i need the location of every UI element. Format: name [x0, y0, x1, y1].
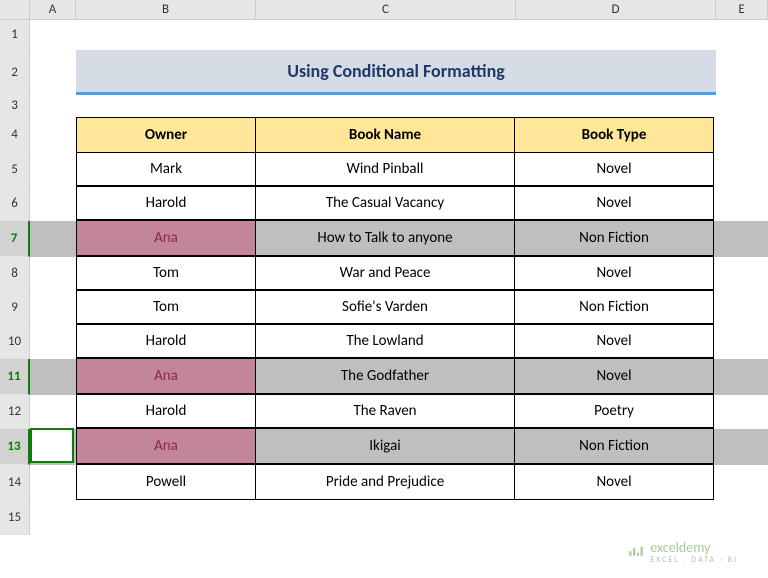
table-row-cell-2[interactable]: Novel [514, 186, 714, 220]
table-row-cell-2[interactable]: Non Fiction [514, 290, 714, 324]
table-row-cell-1[interactable]: The Casual Vacancy [255, 186, 515, 220]
table-row-cell-0[interactable]: Powell [76, 464, 256, 500]
table-row-cell-2[interactable]: Poetry [514, 394, 714, 428]
table-row-cell-2[interactable]: Novel [514, 152, 714, 186]
table-row: AnaHow to Talk to anyoneNon Fiction [76, 221, 716, 257]
table-row-cell-0[interactable]: Ana [76, 358, 256, 394]
table-row-cell-1[interactable]: Pride and Prejudice [255, 464, 515, 500]
table-row-cell-0[interactable]: Harold [76, 186, 256, 220]
row-header-14[interactable]: 14 [0, 465, 30, 501]
table-row-cell-1[interactable]: How to Talk to anyone [255, 220, 515, 256]
column-header-A[interactable]: A [30, 0, 76, 19]
table-row-cell-1[interactable]: War and Peace [255, 256, 515, 290]
row-header-8[interactable]: 8 [0, 257, 30, 291]
table-row-cell-0[interactable]: Harold [76, 394, 256, 428]
row-header-12[interactable]: 12 [0, 395, 30, 429]
table-row: TomWar and PeaceNovel [76, 257, 716, 291]
table-row: AnaIkigaiNon Fiction [76, 429, 716, 465]
table-row: HaroldThe LowlandNovel [76, 325, 716, 359]
table-row-cell-0[interactable]: Tom [76, 290, 256, 324]
row-header-2[interactable]: 2 [0, 50, 30, 95]
page-title: Using Conditional Formatting [76, 50, 716, 95]
row-header-9[interactable]: 9 [0, 291, 30, 325]
row-header-10[interactable]: 10 [0, 325, 30, 359]
table-row: MarkWind PinballNovel [76, 153, 716, 187]
table-row-cell-0[interactable]: Tom [76, 256, 256, 290]
table-row-cell-1[interactable]: Ikigai [255, 428, 515, 464]
select-all-corner[interactable] [0, 0, 30, 20]
column-header-E[interactable]: E [716, 0, 768, 19]
table-row: HaroldThe Casual VacancyNovel [76, 187, 716, 221]
row-header-3[interactable]: 3 [0, 95, 30, 117]
table-row: HaroldThe RavenPoetry [76, 395, 716, 429]
row-header-6[interactable]: 6 [0, 187, 30, 221]
grid-area: Using Conditional Formatting OwnerBook Na… [30, 20, 768, 578]
row-headers: 123456789101112131415 [0, 20, 30, 535]
column-header-C[interactable]: C [256, 0, 516, 19]
spreadsheet: ABCDE 123456789101112131415 Using Condit… [0, 0, 768, 578]
table-row-cell-1[interactable]: Sofie's Varden [255, 290, 515, 324]
data-table: OwnerBook NameBook TypeMarkWind PinballN… [76, 117, 716, 501]
table-row-cell-0[interactable]: Mark [76, 152, 256, 186]
table-row: PowellPride and PrejudiceNovel [76, 465, 716, 501]
watermark-brand: exceldemy [650, 539, 710, 556]
row-header-15[interactable]: 15 [0, 501, 30, 535]
row-header-11[interactable]: 11 [0, 359, 30, 395]
column-header-D[interactable]: D [516, 0, 716, 19]
table-row-cell-2[interactable]: Non Fiction [514, 220, 714, 256]
column-header-B[interactable]: B [76, 0, 256, 19]
chart-icon [627, 543, 645, 561]
table-row: AnaThe GodfatherNovel [76, 359, 716, 395]
table-header-cell-2[interactable]: Book Type [514, 117, 714, 153]
table-row-cell-2[interactable]: Novel [514, 256, 714, 290]
table-row-cell-1[interactable]: The Godfather [255, 358, 515, 394]
table-row-cell-2[interactable]: Non Fiction [514, 428, 714, 464]
table-row-cell-0[interactable]: Ana [76, 220, 256, 256]
table-header: OwnerBook NameBook Type [76, 117, 716, 153]
table-row-cell-0[interactable]: Harold [76, 324, 256, 358]
row-header-5[interactable]: 5 [0, 153, 30, 187]
table-header-cell-1[interactable]: Book Name [255, 117, 515, 153]
table-row-cell-1[interactable]: The Lowland [255, 324, 515, 358]
row-header-4[interactable]: 4 [0, 117, 30, 153]
watermark-tagline: EXCEL · DATA · BI [650, 556, 738, 564]
table-row-cell-2[interactable]: Novel [514, 358, 714, 394]
table-row-cell-0[interactable]: Ana [76, 428, 256, 464]
watermark: exceldemy EXCEL · DATA · BI [627, 539, 738, 564]
table-row: TomSofie's VardenNon Fiction [76, 291, 716, 325]
table-row-cell-1[interactable]: Wind Pinball [255, 152, 515, 186]
row-header-7[interactable]: 7 [0, 221, 30, 257]
column-headers: ABCDE [30, 0, 768, 20]
row-header-1[interactable]: 1 [0, 20, 30, 50]
table-header-cell-0[interactable]: Owner [76, 117, 256, 153]
table-row-cell-1[interactable]: The Raven [255, 394, 515, 428]
table-row-cell-2[interactable]: Novel [514, 464, 714, 500]
row-header-13[interactable]: 13 [0, 429, 30, 465]
table-row-cell-2[interactable]: Novel [514, 324, 714, 358]
